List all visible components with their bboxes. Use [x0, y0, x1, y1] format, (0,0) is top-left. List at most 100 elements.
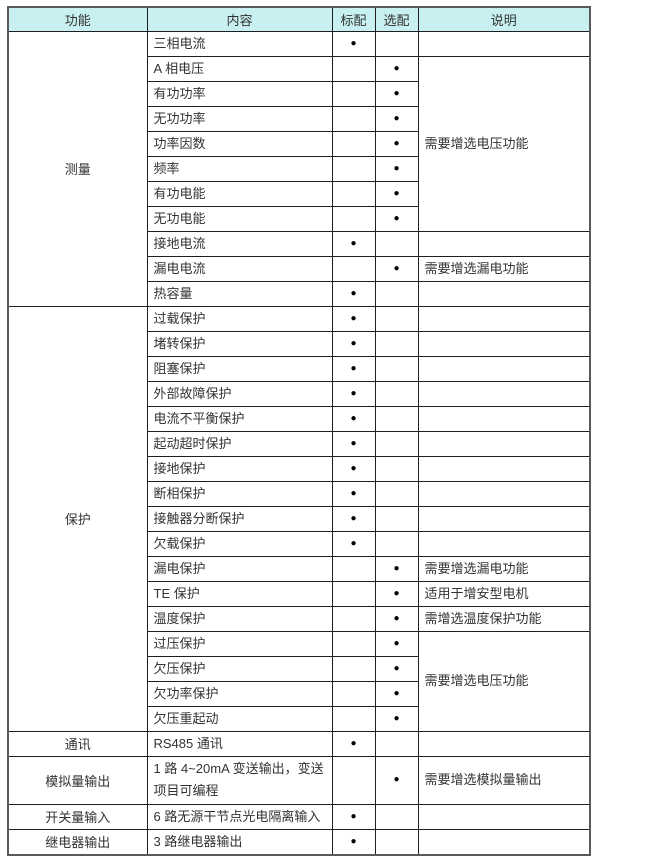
table-row: 起动超时保护 ●: [8, 430, 591, 457]
cell-standard-mark: [331, 580, 376, 607]
cell-standard-mark: ●: [331, 355, 376, 382]
cell-description: 需要增选漏电功能: [417, 255, 591, 282]
table-row: 漏电保护 ● 需要增选漏电功能: [8, 555, 591, 582]
cell-standard-mark: [331, 705, 376, 732]
cell-content: 接触器分断保护: [146, 505, 333, 532]
cell-group-analog-output: 模拟量输出: [7, 755, 148, 805]
cell-content: 起动超时保护: [146, 430, 333, 457]
cell-content: 欠功率保护: [146, 680, 333, 707]
cell-description: [417, 480, 591, 507]
table-row: 过压保护 ● 需要增选电压功能: [8, 630, 591, 732]
cell-group-switch-input: 开关量输入: [7, 803, 148, 830]
cell-description: [417, 803, 591, 830]
cell-standard-mark: [331, 655, 376, 682]
cell-optional-mark: ●: [374, 555, 419, 582]
cell-content: RS485 通讯: [146, 730, 333, 757]
cell-optional-mark: ●: [374, 155, 419, 182]
cell-standard-mark: [331, 680, 376, 707]
cell-content: 热容量: [146, 280, 333, 307]
cell-content: 接地保护: [146, 455, 333, 482]
cell-content: 欠压重起动: [146, 705, 333, 732]
table-row: 漏电电流 ● 需要增选漏电功能: [8, 255, 591, 282]
cell-description: [417, 455, 591, 482]
table-row: 有功电能 ●: [8, 180, 590, 207]
table-row: 欠载保护 ●: [8, 530, 591, 557]
table-row: 模拟量输出 1 路 4~20mA 变送输出，变送项目可编程 ● 需要增选模拟量输…: [7, 755, 591, 805]
cell-description: 需要增选模拟量输出: [417, 755, 591, 805]
cell-standard-mark: ●: [331, 330, 376, 357]
cell-optional-mark: [374, 430, 419, 457]
cell-standard-mark: [331, 630, 376, 657]
cell-optional-mark: [374, 455, 419, 482]
cell-optional-mark: [374, 330, 419, 357]
cell-standard-mark: ●: [331, 405, 376, 432]
cell-optional-mark: ●: [374, 205, 419, 232]
cell-standard-mark: ●: [331, 280, 376, 307]
table-row: 开关量输入 6 路无源干节点光电隔离输入 ●: [7, 803, 591, 830]
cell-optional-mark: ●: [374, 705, 419, 732]
cell-content: A 相电压: [146, 55, 333, 82]
cell-description-merged-voltage-protection: 需要增选电压功能: [417, 630, 591, 732]
cell-group-protection: 保护: [7, 305, 148, 732]
cell-description: [417, 380, 591, 407]
cell-content: 频率: [146, 155, 333, 182]
cell-standard-mark: ●: [331, 730, 376, 757]
cell-optional-mark: ●: [374, 80, 419, 107]
cell-standard-mark: ●: [331, 505, 376, 532]
cell-optional-mark: ●: [374, 130, 419, 157]
table-row: 接地保护 ●: [8, 455, 591, 482]
cell-standard-mark: [331, 105, 376, 132]
cell-content: 外部故障保护: [146, 380, 333, 407]
cell-standard-mark: [331, 255, 376, 282]
table-row: 无功电能 ●: [8, 205, 590, 232]
table-row: 欠功率保护 ●: [8, 680, 590, 707]
cell-optional-mark: [374, 230, 419, 257]
cell-description: [417, 280, 591, 307]
cell-optional-mark: [374, 803, 419, 830]
cell-content: 漏电电流: [146, 255, 333, 282]
cell-standard-mark: [331, 130, 376, 157]
cell-content: 漏电保护: [146, 555, 333, 582]
cell-description: 适用于增安型电机: [417, 580, 591, 607]
cell-description: [417, 355, 591, 382]
cell-optional-mark: ●: [374, 680, 419, 707]
cell-content: 有功电能: [146, 180, 333, 207]
cell-content: TE 保护: [146, 580, 333, 607]
spec-table: 功能 内容 标配 选配 说明 测量 三相电流 ● A 相电压 ● 需要增选电压功…: [7, 6, 591, 856]
cell-standard-mark: [331, 205, 376, 232]
table-row: 外部故障保护 ●: [8, 380, 591, 407]
cell-standard-mark: ●: [331, 305, 376, 332]
cell-standard-mark: ●: [331, 30, 376, 57]
cell-content: 功率因数: [146, 130, 333, 157]
cell-standard-mark: ●: [331, 455, 376, 482]
table-row: 无功功率 ●: [8, 105, 590, 132]
cell-content: 6 路无源干节点光电隔离输入: [146, 803, 333, 830]
cell-standard-mark: [331, 180, 376, 207]
cell-standard-mark: ●: [331, 430, 376, 457]
cell-description: [417, 405, 591, 432]
cell-optional-mark: ●: [374, 105, 419, 132]
cell-optional-mark: ●: [374, 655, 419, 682]
cell-description: [417, 330, 591, 357]
cell-description: [417, 30, 591, 57]
cell-content: 欠载保护: [146, 530, 333, 557]
table-row: 功率因数 ●: [8, 130, 590, 157]
cell-content: 过压保护: [146, 630, 333, 657]
cell-content: 温度保护: [146, 605, 333, 632]
cell-standard-mark: [331, 755, 376, 805]
cell-description: [417, 730, 591, 757]
table-row: 温度保护 ● 需增选温度保护功能: [8, 605, 591, 632]
table-row: 频率 ●: [8, 155, 590, 182]
table-row: 欠压重起动 ●: [8, 705, 590, 732]
cell-optional-mark: [374, 305, 419, 332]
cell-content: 欠压保护: [146, 655, 333, 682]
cell-description: [417, 530, 591, 557]
table-row: 通讯 RS485 通讯 ●: [7, 730, 591, 757]
cell-content: 三相电流: [146, 30, 333, 57]
cell-content: 阻塞保护: [146, 355, 333, 382]
table-row: 电流不平衡保护 ●: [8, 405, 591, 432]
column-header-optional: 选配: [374, 6, 419, 32]
cell-standard-mark: [331, 55, 376, 82]
cell-optional-mark: [374, 405, 419, 432]
cell-optional-mark: [374, 280, 419, 307]
